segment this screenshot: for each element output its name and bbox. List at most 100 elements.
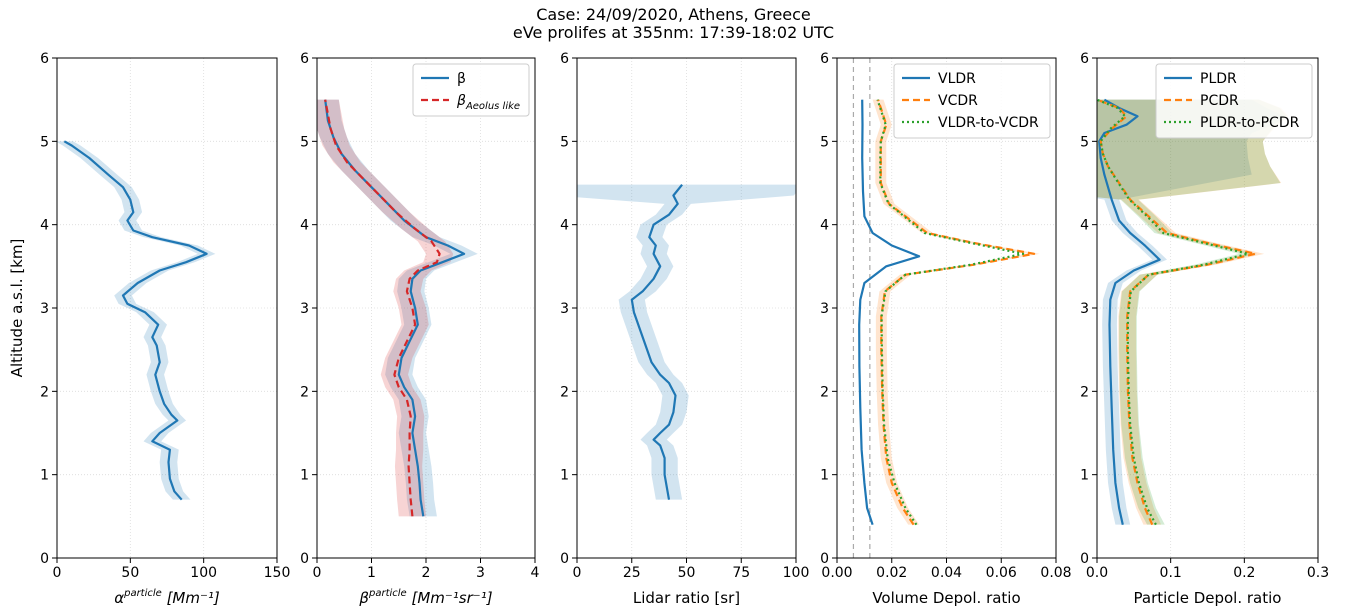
legend: β βAeolus like (412, 63, 530, 117)
x-tick-label: 50 (121, 565, 139, 581)
y-tick-label: 5 (560, 134, 569, 150)
y-tick-label: 3 (40, 301, 49, 317)
x-tick-label: 2 (422, 565, 431, 581)
x-tick-label: 0.1 (1160, 565, 1182, 581)
y-tick-label: 5 (40, 134, 49, 150)
x-axis-label: αparticle [Mm⁻¹] (114, 588, 220, 607)
plot-area (57, 140, 216, 501)
legend-label: β (457, 71, 466, 87)
uncertainty-band-series (57, 141, 216, 500)
x-tick-label: 0 (53, 565, 62, 581)
x-tick-label: 0.04 (931, 565, 962, 581)
x-tick-label: 0.3 (1307, 565, 1329, 581)
x-axis-label: Volume Depol. ratio (872, 589, 1020, 607)
x-tick-label: 100 (190, 565, 217, 581)
y-tick-label: 0 (40, 551, 49, 567)
y-tick-label: 4 (560, 218, 569, 234)
y-tick-label: 0 (560, 551, 569, 567)
x-tick-label: 1 (367, 565, 376, 581)
x-tick-label: 0.06 (986, 565, 1017, 581)
panel-2: 0 1 2 3 4 0 1 2 3 4 5 6 βparticle [Mm⁻¹sr⁻¹] β βAeolus… (300, 51, 539, 607)
y-tick-label: 6 (560, 51, 569, 67)
legend-label: βAeolus like (456, 93, 520, 112)
y-tick-label: 1 (300, 468, 309, 484)
legend-label: VLDR (938, 71, 976, 87)
legend-label: PCDR (1200, 93, 1239, 109)
y-tick-label: 6 (300, 51, 309, 67)
x-tick-label: 50 (678, 565, 696, 581)
y-tick-label: 2 (1080, 384, 1089, 400)
y-tick-label: 1 (560, 468, 569, 484)
series-line-vcdr (877, 99, 1036, 526)
y-tick-label: 4 (300, 218, 309, 234)
y-tick-label: 4 (820, 218, 829, 234)
y-tick-label: 5 (820, 134, 829, 150)
y-tick-label: 4 (1080, 218, 1089, 234)
y-tick-label: 2 (300, 384, 309, 400)
y-tick-label: 6 (820, 51, 829, 67)
y-tick-label: 4 (40, 218, 49, 234)
y-tick-label: 0 (1080, 551, 1089, 567)
legend-label: VCDR (938, 93, 978, 109)
plot-area (317, 99, 478, 517)
y-tick-label: 1 (1080, 468, 1089, 484)
uncertainty-band-pcdr (1097, 99, 1289, 525)
legend: VLDR VCDR VLDR-to-VCDR (893, 63, 1051, 139)
uncertainty-band-series (577, 184, 796, 500)
legend-label: PLDR-to-PCDR (1200, 115, 1300, 131)
y-tick-label: 6 (1080, 51, 1089, 67)
figure-title-line-1: Case: 24/09/2020, Athens, Greece (536, 5, 811, 24)
uncertainty-band-- (317, 99, 454, 517)
figure-title-line-2: eVe prolifes at 355nm: 17:39-18:02 UTC (512, 23, 835, 42)
plot-area (577, 184, 796, 500)
series-line-pldr-to-pcdr (1097, 98, 1250, 526)
series-line-profile (63, 140, 208, 501)
x-axis-label: Lidar ratio [sr] (633, 589, 740, 607)
panel-5: 0.0 0.1 0.2 0.3 0 1 2 3 4 5 6 Particle Depol. ratio… (1080, 51, 1329, 607)
x-tick-label: 0 (313, 565, 322, 581)
y-tick-label: 3 (1080, 301, 1089, 317)
legend-label: PLDR (1200, 71, 1237, 87)
y-tick-label: 1 (820, 468, 829, 484)
x-tick-label: 0.02 (876, 565, 907, 581)
y-tick-label: 0 (820, 551, 829, 567)
y-tick-label: 6 (40, 51, 49, 67)
x-axis-label: Particle Depol. ratio (1134, 589, 1282, 607)
legend: PLDR PCDR PLDR-to-PCDR (1155, 63, 1313, 139)
uncertainty-band-vcdr (872, 99, 1040, 525)
y-tick-label: 3 (300, 301, 309, 317)
x-tick-label: 0.2 (1233, 565, 1255, 581)
uncertainty-band-- (317, 99, 478, 517)
y-tick-label: 5 (1080, 134, 1089, 150)
y-tick-label: 2 (820, 384, 829, 400)
y-tick-label: 5 (300, 134, 309, 150)
plot-area (858, 99, 1040, 526)
panel-3: 0 25 50 75 100 0 1 2 3 4 5 6 Lidar ratio [sr] (560, 51, 810, 607)
x-tick-label: 3 (476, 565, 485, 581)
legend-box (893, 63, 1051, 139)
x-axis-label: βparticle [Mm⁻¹sr⁻¹] (358, 588, 492, 607)
x-tick-label: 4 (531, 565, 540, 581)
y-axis-label: Altitude a.s.l. [km] (8, 239, 26, 378)
panel-1: 0 50 100 150 0 1 2 3 4 5 6 αparticle [Mm⁻¹] (40, 51, 290, 607)
y-tick-label: 3 (820, 301, 829, 317)
y-tick-label: 1 (40, 468, 49, 484)
legend-box (1155, 63, 1313, 139)
series-line-profile (630, 184, 683, 500)
x-tick-label: 150 (264, 565, 291, 581)
y-tick-label: 2 (560, 384, 569, 400)
x-tick-label: 25 (623, 565, 641, 581)
x-tick-label: 0.08 (1040, 565, 1071, 581)
x-tick-label: 0.00 (821, 565, 852, 581)
series-line-pldr (1098, 98, 1161, 525)
series-line-vldr (858, 99, 921, 526)
panel-4: 0.00 0.02 0.04 0.06 0.08 0 1 2 3 4 5 6 Volume Depol.… (820, 51, 1072, 607)
plot-area (1097, 98, 1289, 526)
x-tick-label: 100 (783, 565, 810, 581)
x-tick-label: 75 (732, 565, 750, 581)
legend-label: VLDR-to-VCDR (938, 115, 1039, 131)
uncertainty-band-pldr-to-pcdr (1097, 99, 1288, 525)
x-tick-label: 0.0 (1086, 565, 1108, 581)
y-tick-label: 3 (560, 301, 569, 317)
